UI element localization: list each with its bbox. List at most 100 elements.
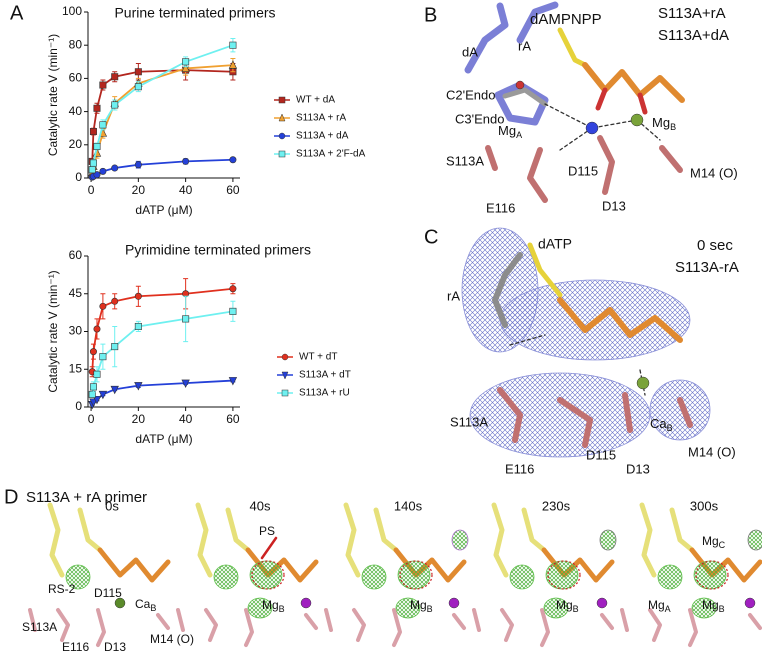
marker	[89, 348, 97, 356]
label: D13	[626, 461, 650, 476]
molecule-stick	[225, 507, 251, 553]
y-tick-label: 80	[69, 37, 83, 51]
label: D115	[586, 447, 616, 462]
density-mesh	[213, 564, 239, 590]
time-label: 40s	[250, 498, 271, 513]
molecule-stick	[464, 2, 509, 74]
x-tick-label: 60	[226, 412, 240, 426]
marker	[88, 390, 96, 398]
density-mesh	[543, 597, 569, 619]
label: CaB	[650, 416, 673, 433]
label: M14 (O)	[150, 632, 194, 646]
molecule-stick	[540, 608, 550, 647]
atom	[744, 597, 756, 609]
marker	[93, 325, 101, 333]
label: MgB	[652, 115, 676, 132]
label: PS	[259, 524, 275, 538]
marker	[182, 157, 190, 165]
label: S113A	[450, 414, 488, 429]
molecule-stick	[56, 608, 70, 642]
density-mesh	[451, 529, 469, 551]
label-base: Mg	[556, 598, 573, 612]
legend-marker	[278, 150, 286, 158]
molecule-stick	[748, 613, 762, 630]
legend-label: S113A + rA	[296, 113, 346, 124]
x-tick-label: 40	[179, 183, 193, 197]
marker	[98, 390, 108, 400]
label-sub: A	[516, 130, 522, 140]
atom	[515, 80, 525, 90]
y-tick-label: 100	[62, 4, 82, 18]
label: 0 sec	[697, 237, 733, 254]
marker	[181, 379, 190, 388]
y-tick-label: 15	[69, 361, 83, 375]
marker	[229, 156, 237, 164]
label: MgB	[410, 598, 433, 614]
x-axis-label: dATP (μM)	[135, 203, 192, 217]
label: MgB	[556, 598, 579, 614]
density-mesh	[395, 597, 421, 619]
label: E116	[486, 200, 515, 215]
x-tick-label: 20	[132, 183, 146, 197]
label: rA	[518, 38, 531, 53]
x-tick-label: 20	[132, 412, 146, 426]
molecule-stick	[669, 507, 695, 553]
y-tick-label: 30	[69, 324, 83, 338]
label: S113A	[446, 153, 484, 168]
molecule-stick	[260, 536, 278, 560]
label: S113A	[22, 620, 57, 634]
legend-marker	[278, 132, 286, 140]
label: C2'Endo	[446, 87, 495, 102]
label-base: Mg	[262, 598, 279, 612]
y-tick-label: 45	[69, 286, 83, 300]
label-base: Mg	[702, 534, 719, 548]
marker	[89, 383, 97, 391]
y-tick-label: 40	[69, 104, 83, 118]
marker	[134, 292, 142, 300]
label-sub: B	[670, 122, 676, 132]
density-mesh	[545, 560, 579, 590]
molecule-stick	[96, 608, 106, 647]
label: MgA	[648, 598, 671, 614]
molecule-stick	[492, 252, 523, 328]
label: rA	[447, 288, 460, 303]
label-base: Mg	[702, 598, 719, 612]
legend-label: WT + dA	[296, 95, 335, 106]
marker	[229, 285, 237, 293]
time-label: 140s	[394, 498, 423, 513]
label: MgC	[702, 534, 726, 550]
molecule-stick	[28, 608, 37, 632]
molecule-stick	[559, 127, 593, 151]
y-axis-label: Catalytic rate V (min⁻¹)	[46, 34, 60, 156]
marker	[93, 142, 101, 150]
x-tick-label: 60	[226, 183, 240, 197]
atom	[114, 597, 126, 609]
molecule-stick	[97, 547, 171, 583]
label-base: Mg	[410, 598, 427, 612]
molecule-stick	[304, 613, 318, 630]
label: M14 (O)	[690, 165, 738, 180]
molecule-stick	[527, 242, 563, 298]
label-base: Mg	[498, 123, 516, 138]
x-axis-label: dATP (μM)	[135, 432, 192, 446]
molecule-stick	[516, 1, 559, 44]
molecule-stick	[521, 507, 547, 553]
label: S113A-rA	[675, 259, 739, 276]
y-tick-label: 0	[75, 170, 82, 184]
marker	[89, 128, 97, 136]
panel-title: S113A + rA primer	[26, 489, 147, 506]
legend-marker	[281, 389, 289, 397]
marker	[88, 166, 96, 174]
y-tick-label: 0	[75, 399, 82, 413]
molecule-stick	[557, 397, 593, 448]
legend-marker	[281, 353, 289, 361]
density-mesh	[657, 564, 683, 590]
molecule-stick	[544, 103, 638, 129]
legend-label: S113A + rU	[299, 388, 350, 399]
highlight-ring	[547, 560, 581, 590]
molecule-stick	[47, 502, 65, 578]
chart-title: Purine terminated primers	[114, 5, 275, 21]
marker	[99, 167, 107, 175]
marker	[134, 83, 142, 91]
label-sub: B	[719, 604, 725, 614]
